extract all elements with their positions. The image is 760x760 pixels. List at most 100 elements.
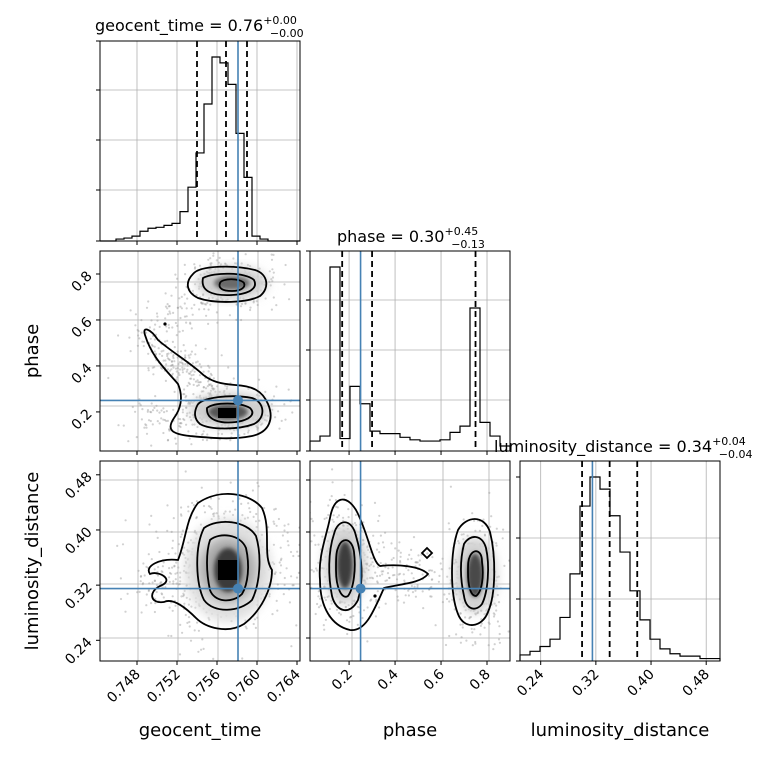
sample-point-577 bbox=[217, 515, 220, 518]
sample-point-640 bbox=[211, 387, 214, 390]
sample-point-246 bbox=[272, 296, 275, 299]
sample-point-651 bbox=[418, 559, 421, 562]
sample-point-645 bbox=[212, 515, 215, 518]
sample-point-133 bbox=[375, 548, 379, 551]
sample-point-7 bbox=[314, 612, 317, 616]
sample-point-462 bbox=[199, 381, 202, 384]
sample-point-17 bbox=[366, 640, 369, 643]
sample-point-742 bbox=[138, 337, 141, 340]
sample-point-750 bbox=[368, 564, 371, 568]
sample-point-279 bbox=[179, 418, 182, 421]
sample-point-636 bbox=[415, 561, 418, 564]
sample-point-723 bbox=[398, 541, 401, 544]
sample-point-796 bbox=[167, 323, 170, 326]
sample-point-776 bbox=[151, 344, 154, 348]
sample-point-578 bbox=[246, 516, 249, 519]
sample-point-2 bbox=[330, 599, 333, 602]
sample-point-282 bbox=[377, 542, 380, 545]
sample-point-212 bbox=[116, 544, 119, 548]
sample-point-394 bbox=[441, 557, 444, 560]
sample-point-424 bbox=[196, 384, 199, 387]
sample-point-506 bbox=[183, 602, 186, 605]
grid bbox=[310, 299, 510, 401]
sample-point-781 bbox=[164, 305, 168, 308]
sample-point-95 bbox=[187, 505, 190, 508]
sample-point-686 bbox=[376, 566, 379, 569]
y-ticks bbox=[306, 250, 310, 452]
sample-point-296 bbox=[256, 616, 259, 619]
sample-point-142 bbox=[369, 599, 372, 602]
sample-point-713 bbox=[200, 366, 203, 369]
sample-point-402 bbox=[474, 529, 477, 533]
sample-point-206 bbox=[311, 520, 314, 523]
y-ticks bbox=[306, 479, 310, 639]
sample-point-444 bbox=[488, 622, 491, 626]
sample-point-148 bbox=[174, 286, 178, 289]
sample-point-575 bbox=[474, 640, 477, 644]
sample-point-210 bbox=[215, 259, 218, 262]
sample-point-432 bbox=[453, 608, 456, 611]
sample-point-638 bbox=[172, 357, 175, 360]
sample-point-479 bbox=[185, 414, 188, 417]
sample-point-698 bbox=[182, 593, 186, 597]
sample-point-696 bbox=[166, 357, 169, 360]
sample-point-863 bbox=[117, 424, 120, 427]
sample-point-358 bbox=[160, 417, 163, 420]
sample-point-130 bbox=[194, 266, 197, 269]
sample-point-762 bbox=[204, 303, 208, 306]
sample-point-692 bbox=[173, 360, 176, 363]
sample-point-727 bbox=[370, 576, 373, 579]
sample-point-432 bbox=[268, 593, 271, 596]
axes-frame bbox=[99, 40, 301, 242]
sample-point-592 bbox=[171, 372, 174, 375]
sample-point-687 bbox=[417, 554, 420, 557]
sample-point-499 bbox=[158, 411, 161, 414]
sample-point-96 bbox=[271, 268, 274, 271]
sample-point-581 bbox=[162, 349, 165, 352]
sample-point-398 bbox=[482, 518, 485, 521]
sample-point-846 bbox=[168, 305, 171, 308]
sample-point-872 bbox=[154, 395, 157, 398]
sample-point-642 bbox=[398, 572, 402, 575]
sample-point-683 bbox=[172, 353, 175, 357]
sample-point-483 bbox=[462, 538, 465, 541]
sample-point-359 bbox=[202, 430, 205, 433]
sample-point-363 bbox=[171, 566, 174, 569]
sample-point-741 bbox=[137, 334, 140, 337]
sample-point-311 bbox=[313, 534, 316, 537]
sample-point-143 bbox=[378, 606, 381, 609]
sample-point-93 bbox=[239, 305, 243, 308]
sample-point-593 bbox=[462, 533, 465, 536]
sample-point-92 bbox=[191, 501, 194, 505]
sample-point-564 bbox=[189, 377, 192, 380]
sample-point-208 bbox=[224, 262, 227, 265]
sample-point-16 bbox=[194, 606, 197, 609]
sample-point-83 bbox=[325, 516, 328, 520]
sample-point-495 bbox=[459, 612, 462, 615]
sample-point-390 bbox=[195, 432, 198, 435]
sample-point-589 bbox=[283, 576, 286, 580]
sample-point-647 bbox=[147, 369, 150, 372]
sample-point-703 bbox=[382, 546, 386, 549]
sample-point-29 bbox=[223, 512, 226, 515]
sample-point-754 bbox=[181, 368, 184, 371]
sample-point-575 bbox=[254, 520, 258, 523]
sample-point-903 bbox=[179, 425, 182, 429]
sample-point-567 bbox=[199, 394, 202, 397]
sample-point-700 bbox=[448, 567, 451, 570]
sample-point-323 bbox=[255, 393, 258, 397]
x-tick-label-0: 0.2 bbox=[329, 667, 356, 694]
sample-point-739 bbox=[184, 354, 187, 357]
sample-point-544 bbox=[455, 633, 458, 636]
sample-point-617 bbox=[185, 394, 188, 398]
sample-point-697 bbox=[153, 338, 156, 341]
sample-point-723 bbox=[196, 379, 199, 382]
sample-point-652 bbox=[410, 548, 413, 552]
sample-point-739 bbox=[414, 589, 417, 592]
sample-point-787 bbox=[203, 308, 206, 311]
sample-point-463 bbox=[480, 622, 483, 625]
sample-point-566 bbox=[200, 486, 203, 489]
sample-point-664 bbox=[168, 606, 171, 609]
sample-point-505 bbox=[264, 390, 267, 393]
sample-point-413 bbox=[267, 526, 270, 529]
